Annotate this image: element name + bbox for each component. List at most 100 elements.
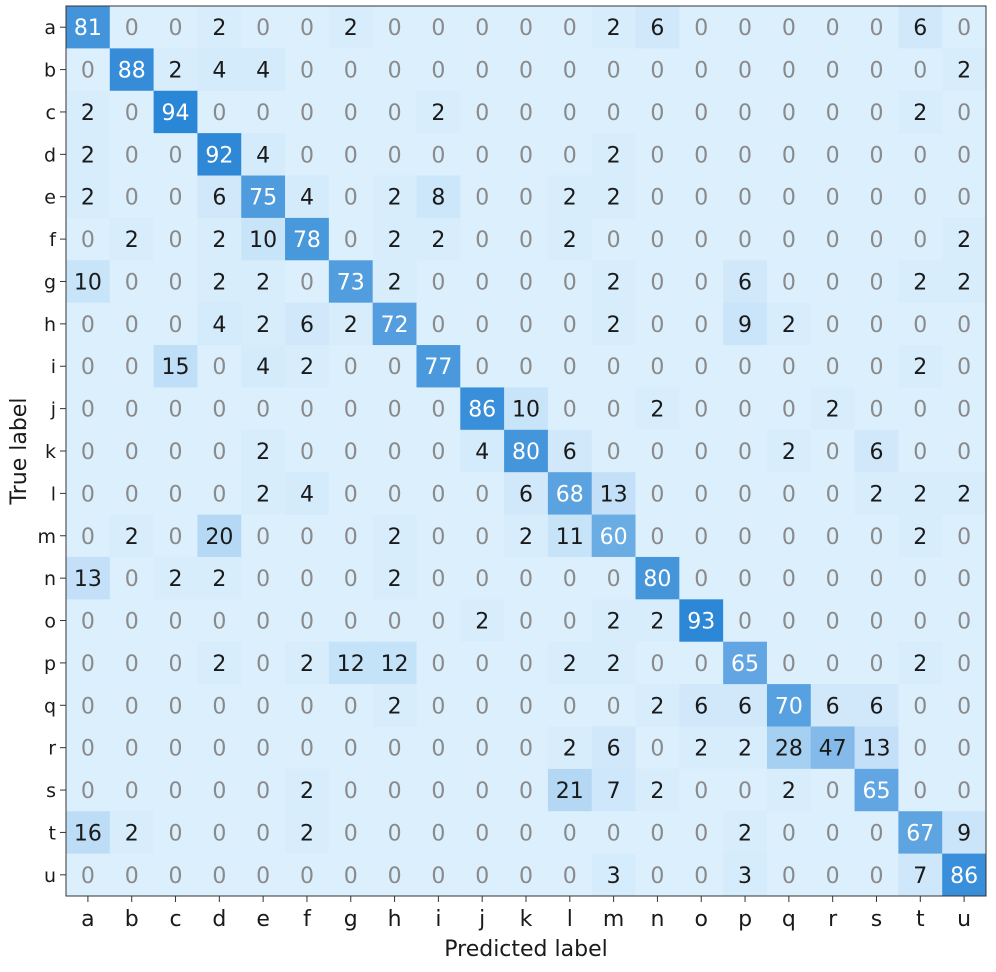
- cell-value-o-k: 0: [519, 610, 533, 635]
- cell-value-b-u: 2: [957, 59, 971, 84]
- cell-value-s-b: 0: [125, 779, 139, 804]
- cell-value-q-l: 0: [563, 694, 577, 719]
- cell-value-t-a: 16: [74, 821, 102, 846]
- cell-value-a-l: 0: [563, 16, 577, 41]
- heatmap-cell-n-h: [372, 556, 417, 600]
- cell-value-s-n: 2: [650, 779, 664, 804]
- heatmap-cell-h-i: [416, 302, 461, 346]
- cell-value-l-q: 0: [782, 482, 796, 507]
- cell-value-c-c: 94: [162, 101, 190, 126]
- cell-value-f-a: 0: [81, 228, 95, 253]
- heatmap-cell-k-j: [460, 429, 505, 473]
- cell-value-m-e: 0: [256, 525, 270, 550]
- cell-value-q-d: 0: [212, 694, 226, 719]
- heatmap-cell-f-l: [547, 217, 593, 261]
- cell-value-a-i: 0: [431, 16, 445, 41]
- heatmap-cell-k-e: [241, 429, 286, 473]
- cell-value-i-t: 2: [913, 355, 927, 380]
- cell-value-t-h: 0: [388, 821, 402, 846]
- cell-value-m-q: 0: [782, 525, 796, 550]
- heatmap-cell-f-b: [109, 217, 155, 261]
- cell-value-l-e: 2: [256, 482, 270, 507]
- heatmap-cell-i-f: [285, 345, 330, 388]
- heatmap-cell-m-i: [416, 514, 461, 558]
- cell-value-u-m: 3: [607, 864, 621, 889]
- heatmap-cell-d-d: [197, 133, 242, 177]
- cell-value-p-o: 0: [694, 652, 708, 677]
- cell-value-c-b: 0: [125, 101, 139, 126]
- heatmap-cell-s-i: [416, 768, 461, 812]
- cell-value-u-j: 0: [475, 864, 489, 889]
- heatmap-cell-k-u: [942, 429, 987, 473]
- cell-value-g-b: 0: [125, 270, 139, 295]
- heatmap-cell-p-t: [898, 641, 943, 685]
- cell-value-h-r: 0: [826, 313, 840, 338]
- cell-value-l-t: 2: [913, 482, 927, 507]
- heatmap-cell-u-s: [854, 853, 899, 897]
- cell-value-s-g: 0: [344, 779, 358, 804]
- cell-value-p-l: 2: [563, 652, 577, 677]
- heatmap-cells: [66, 6, 987, 897]
- cell-value-d-d: 92: [205, 143, 233, 168]
- heatmap-cell-u-m: [591, 853, 637, 897]
- cell-value-l-k: 6: [519, 482, 533, 507]
- cell-value-o-p: 0: [738, 610, 752, 635]
- y-tick-label-t: t: [49, 822, 56, 844]
- cell-value-r-c: 0: [169, 737, 183, 762]
- heatmap-cell-l-s: [854, 472, 899, 516]
- heatmap-cell-p-c: [153, 641, 198, 685]
- cell-value-r-a: 0: [81, 737, 95, 762]
- heatmap-cell-k-s: [854, 429, 899, 473]
- heatmap-cell-o-a: [66, 599, 111, 643]
- heatmap-cell-r-u: [942, 726, 987, 770]
- cell-value-d-m: 2: [607, 143, 621, 168]
- cell-value-c-q: 0: [782, 101, 796, 126]
- cell-value-n-o: 0: [694, 567, 708, 592]
- cell-value-k-d: 0: [212, 440, 226, 465]
- cell-value-r-t: 0: [913, 737, 927, 762]
- cell-value-e-g: 0: [344, 186, 358, 211]
- cell-value-p-a: 0: [81, 652, 95, 677]
- cell-value-l-b: 0: [125, 482, 139, 507]
- cell-value-f-f: 78: [293, 228, 321, 253]
- cell-value-g-r: 0: [826, 270, 840, 295]
- x-tick-label-l: l: [567, 907, 573, 932]
- heatmap-cell-q-c: [153, 684, 198, 727]
- heatmap-cell-q-d: [197, 684, 242, 727]
- cell-value-r-n: 0: [650, 737, 664, 762]
- heatmap-cell-l-d: [197, 472, 242, 516]
- heatmap-cell-c-n: [635, 90, 680, 134]
- heatmap-cell-m-k: [504, 514, 549, 558]
- y-tick-label-j: j: [50, 399, 56, 421]
- heatmap-cell-n-a: [66, 556, 111, 600]
- cell-value-o-n: 2: [650, 610, 664, 635]
- cell-value-p-s: 0: [869, 652, 883, 677]
- heatmap-cell-p-k: [504, 641, 549, 685]
- cell-value-f-n: 0: [650, 228, 664, 253]
- heatmap-cell-r-g: [328, 726, 374, 770]
- heatmap-cell-e-a: [66, 175, 111, 219]
- cell-value-d-n: 0: [650, 143, 664, 168]
- heatmap-cell-b-d: [197, 48, 242, 92]
- cell-value-l-s: 2: [869, 482, 883, 507]
- x-tick-label-u: u: [957, 907, 971, 932]
- cell-value-o-c: 0: [169, 610, 183, 635]
- heatmap-cell-r-k: [504, 726, 549, 770]
- cell-value-k-i: 0: [431, 440, 445, 465]
- heatmap-cell-n-c: [153, 556, 198, 600]
- heatmap-cell-q-l: [547, 684, 593, 727]
- cell-value-n-a: 13: [74, 567, 102, 592]
- cell-value-l-u: 2: [957, 482, 971, 507]
- heatmap-cell-q-s: [854, 684, 899, 727]
- cell-value-s-u: 0: [957, 779, 971, 804]
- cell-value-e-l: 2: [563, 186, 577, 211]
- heatmap-cell-g-b: [109, 260, 155, 304]
- cell-value-u-e: 0: [256, 864, 270, 889]
- heatmap-cell-f-j: [460, 217, 505, 261]
- cell-value-g-j: 0: [475, 270, 489, 295]
- heatmap-cell-n-d: [197, 556, 242, 600]
- heatmap-cell-o-b: [109, 599, 155, 643]
- heatmap-cell-m-f: [285, 514, 330, 558]
- cell-value-j-b: 0: [125, 398, 139, 423]
- cell-value-t-n: 0: [650, 821, 664, 846]
